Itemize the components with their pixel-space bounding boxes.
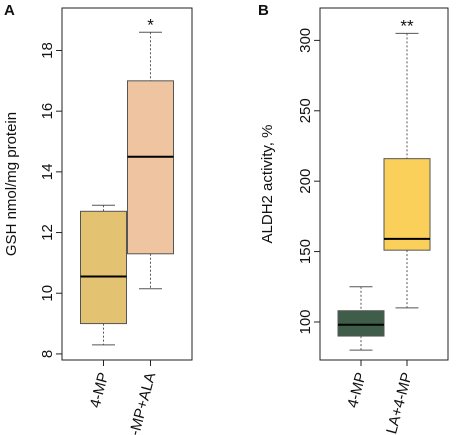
y-tick-label: 18	[39, 42, 56, 59]
x-tick-label: 4-MP+ALA	[124, 371, 159, 435]
y-tick-label: 150	[297, 239, 314, 264]
box-first	[337, 286, 385, 351]
box-second: *	[127, 15, 174, 290]
panel-a: A 8 10 12 14 16 18 * 4-MP 4-MP+ALA GSH nmol/mg…	[3, 2, 193, 435]
iqr-box	[383, 158, 431, 251]
panel-b-plot-frame	[319, 7, 449, 361]
iqr-box	[337, 310, 385, 337]
panel-a-letter: A	[4, 2, 15, 19]
significance-marker: **	[400, 16, 414, 35]
panel-b-y-axis: 100 150 200 250 300	[297, 28, 320, 334]
y-tick-label: 16	[39, 103, 56, 120]
y-tick-label: 200	[297, 169, 314, 194]
iqr-box	[80, 210, 127, 325]
box-second: **	[383, 16, 431, 309]
y-tick-label: 12	[39, 224, 56, 241]
y-tick-label: 10	[39, 285, 56, 302]
panel-b-y-axis-title: ALDH2 activity, %	[259, 125, 276, 244]
y-tick-label: 8	[39, 350, 56, 358]
x-tick-label: 4-MP	[344, 371, 370, 410]
panel-a-y-axis-title: GSH nmol/mg protein	[3, 112, 20, 256]
y-tick-label: 250	[297, 98, 314, 123]
panel-a-plot-frame	[61, 7, 193, 361]
box-first	[80, 204, 127, 346]
y-tick-label: 300	[297, 28, 314, 53]
panel-b-letter: B	[258, 2, 269, 19]
y-tick-label: 100	[297, 309, 314, 334]
x-tick-label: 4-MP	[87, 371, 113, 410]
panel-b: B 100 150 200 250 300 ** 4-MP ALA+4-MP ALDH2 …	[258, 2, 449, 435]
panel-a-y-axis: 8 10 12 14 16 18	[39, 42, 62, 358]
panel-b-x-tick-labels: 4-MP ALA+4-MP	[344, 360, 416, 435]
panel-a-boxes: *	[80, 15, 174, 346]
panel-a-x-tick-labels: 4-MP 4-MP+ALA	[87, 360, 159, 435]
y-tick-label: 14	[39, 164, 56, 181]
iqr-box	[127, 80, 174, 255]
panel-b-boxes: **	[337, 16, 431, 351]
significance-marker: *	[147, 15, 154, 34]
x-tick-label: ALA+4-MP	[381, 371, 416, 435]
